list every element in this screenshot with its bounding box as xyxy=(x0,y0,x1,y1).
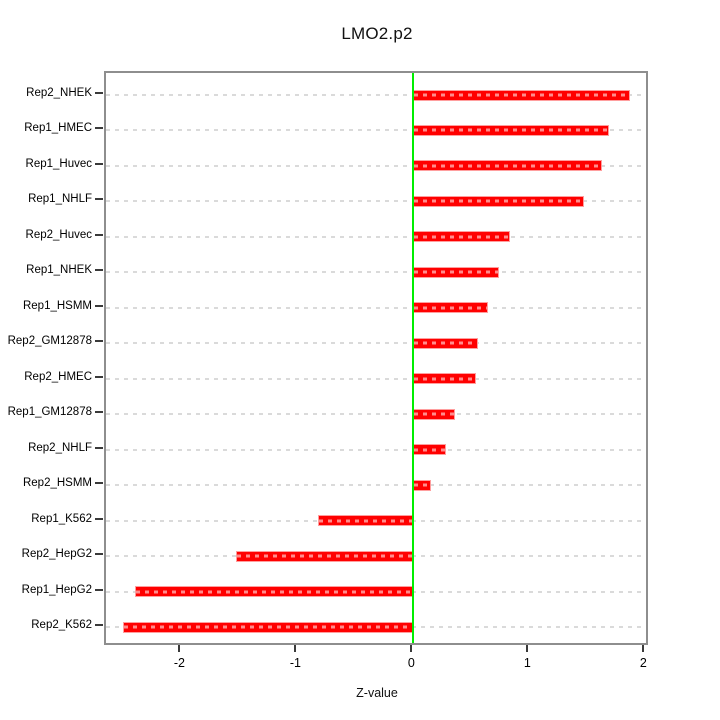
bar-dash-pattern xyxy=(414,164,602,168)
bar-Rep1_HMEC xyxy=(413,124,610,136)
bar-dash-pattern xyxy=(414,412,455,416)
row-gridline xyxy=(106,413,646,416)
row-gridline xyxy=(106,164,646,167)
bar-Rep2_K562 xyxy=(123,621,414,633)
y-tick xyxy=(95,233,103,236)
y-tick xyxy=(95,411,103,414)
bar-dash-pattern xyxy=(414,199,583,203)
bar-dash-pattern xyxy=(319,519,413,523)
y-tick xyxy=(95,162,103,165)
row-gridline xyxy=(106,484,646,487)
y-label-Rep1_K562: Rep1_K562 xyxy=(31,512,92,525)
bar-dash-pattern xyxy=(414,235,509,239)
bar-dash-pattern xyxy=(414,93,630,97)
row-gridline xyxy=(106,235,646,238)
chart-title: LMO2.p2 xyxy=(341,24,413,43)
x-tick-label: -2 xyxy=(173,656,185,670)
bar-Rep1_NHLF xyxy=(413,195,584,207)
y-label-Rep2_GM12878: Rep2_GM12878 xyxy=(7,335,92,348)
y-tick xyxy=(95,624,103,626)
bar-Rep1_K562 xyxy=(318,515,414,527)
y-label-Rep2_HSMM: Rep2_HSMM xyxy=(22,477,92,490)
bar-Rep1_NHEK xyxy=(413,266,500,278)
bar-Rep1_Huvec xyxy=(413,160,603,172)
y-label-Rep2_NHEK: Rep2_NHEK xyxy=(26,87,92,99)
zero-reference-line xyxy=(412,73,415,643)
bar-dash-pattern xyxy=(236,554,413,558)
bar-dash-pattern xyxy=(414,128,609,132)
y-tick xyxy=(95,198,103,201)
bar-Rep1_HSMM xyxy=(413,302,488,314)
row-gridline xyxy=(106,94,646,96)
bar-dash-pattern xyxy=(414,270,499,274)
y-tick xyxy=(95,482,103,485)
y-label-Rep1_NHLF: Rep1_NHLF xyxy=(28,193,92,206)
y-label-Rep1_HMEC: Rep1_HMEC xyxy=(24,122,92,135)
y-tick xyxy=(95,340,103,343)
y-label-Rep1_Huvec: Rep1_Huvec xyxy=(25,157,92,170)
y-tick xyxy=(95,446,103,449)
row-gridline xyxy=(106,342,646,345)
y-label-Rep2_HepG2: Rep2_HepG2 xyxy=(21,548,92,561)
bar-Rep2_NHLF xyxy=(413,444,446,456)
x-tick-label: 0 xyxy=(407,656,415,670)
bar-dash-pattern xyxy=(414,483,430,487)
y-tick xyxy=(95,375,103,378)
bar-dash-pattern xyxy=(414,306,487,310)
y-label-Rep2_NHLF: Rep2_NHLF xyxy=(28,441,92,454)
bar-dash-pattern xyxy=(124,625,413,629)
y-tick xyxy=(95,92,103,94)
x-tick xyxy=(178,645,181,652)
bar-Rep1_HepG2 xyxy=(134,586,414,598)
row-gridline xyxy=(106,129,646,132)
y-label-Rep1_NHEK: Rep1_NHEK xyxy=(26,264,92,277)
bar-dash-pattern xyxy=(414,341,478,345)
y-label-Rep1_HSMM: Rep1_HSMM xyxy=(22,299,92,312)
y-label-Rep2_K562: Rep2_K562 xyxy=(31,619,92,631)
plot-inner xyxy=(106,73,646,643)
x-tick xyxy=(526,645,529,652)
y-tick xyxy=(95,127,103,130)
x-tick xyxy=(642,645,645,652)
bar-Rep2_HMEC xyxy=(413,373,476,385)
row-gridline xyxy=(106,448,646,451)
x-axis-title: Z-value xyxy=(356,686,398,700)
y-tick xyxy=(95,553,103,556)
bar-Rep2_HSMM xyxy=(413,479,431,491)
plot-area xyxy=(104,71,648,645)
y-label-Rep1_HepG2: Rep1_HepG2 xyxy=(21,583,92,596)
bar-Rep2_HepG2 xyxy=(235,550,414,562)
bar-dash-pattern xyxy=(414,377,475,381)
y-tick xyxy=(95,588,103,591)
x-tick-label: -1 xyxy=(289,656,301,670)
row-gridline xyxy=(106,377,646,380)
bar-Rep2_NHEK xyxy=(413,89,631,101)
y-tick xyxy=(95,269,103,272)
bar-Rep2_GM12878 xyxy=(413,337,479,349)
bar-dash-pattern xyxy=(414,448,445,452)
bar-Rep1_GM12878 xyxy=(413,408,456,420)
y-tick xyxy=(95,304,103,307)
x-tick xyxy=(410,645,413,652)
y-label-Rep2_Huvec: Rep2_Huvec xyxy=(25,228,92,241)
x-tick-label: 2 xyxy=(639,656,647,670)
x-tick xyxy=(294,645,297,652)
x-tick-label: 1 xyxy=(523,656,531,670)
row-gridline xyxy=(106,200,646,203)
y-tick xyxy=(95,517,103,520)
row-gridline xyxy=(106,271,646,274)
y-label-Rep1_GM12878: Rep1_GM12878 xyxy=(7,406,92,419)
y-label-Rep2_HMEC: Rep2_HMEC xyxy=(24,370,92,383)
bar-dash-pattern xyxy=(135,590,413,594)
row-gridline xyxy=(106,306,646,309)
bar-Rep2_Huvec xyxy=(413,231,510,243)
